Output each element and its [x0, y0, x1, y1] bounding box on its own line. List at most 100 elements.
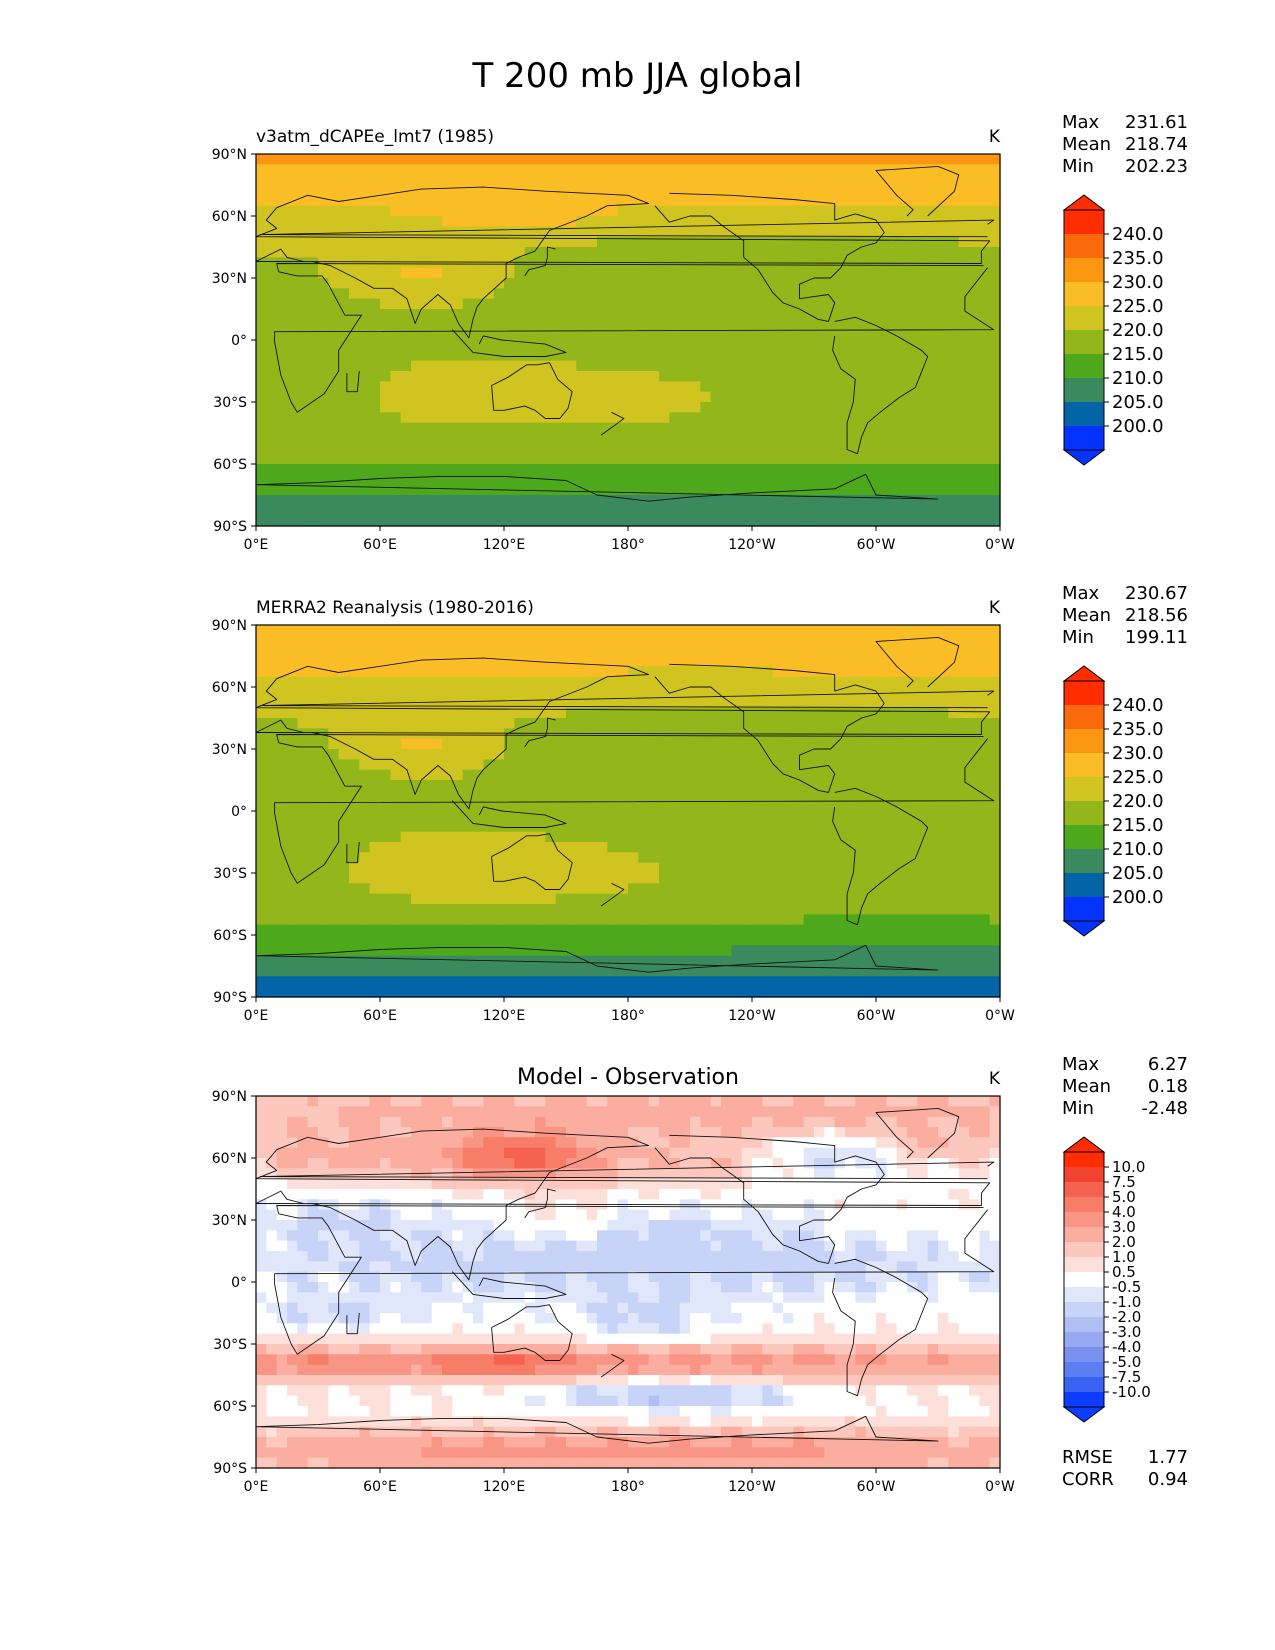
field-cell: [752, 780, 763, 791]
field-cell: [793, 412, 805, 424]
field-cell: [411, 195, 422, 207]
field-cell: [865, 718, 877, 729]
field-cell: [669, 360, 681, 372]
field-cell: [855, 852, 867, 864]
field-cell: [690, 666, 701, 678]
field-cell: [287, 666, 298, 678]
field-cell: [752, 862, 763, 874]
field-cell: [876, 453, 887, 465]
field-cell: [617, 862, 629, 874]
field-cell: [597, 340, 608, 351]
field-cell: [359, 329, 371, 341]
field-cell: [359, 247, 371, 258]
field-cell: [845, 749, 856, 760]
field-cell: [452, 645, 464, 657]
field-cell: [958, 371, 970, 382]
field-cell: [896, 484, 908, 496]
field-cell: [896, 821, 908, 833]
field-cell: [566, 195, 577, 207]
field-cell: [514, 738, 526, 750]
field-cell: [917, 464, 929, 475]
field-cell: [762, 924, 774, 936]
field-cell: [452, 707, 464, 719]
field-cell: [266, 174, 278, 186]
field-cell: [462, 842, 474, 853]
field-cell: [607, 453, 619, 465]
field-cell: [442, 247, 453, 258]
field-cell: [721, 831, 732, 843]
field-cell: [617, 443, 629, 455]
field-cell: [586, 453, 598, 465]
field-cell: [628, 371, 639, 382]
field-cell: [824, 350, 836, 362]
field-cell: [762, 515, 774, 527]
field-cell: [721, 842, 732, 853]
field-cell: [690, 625, 701, 636]
field-cell: [938, 443, 949, 455]
field-cell: [307, 883, 319, 895]
colorbar-tick-label: 220.0: [1112, 320, 1164, 341]
field-cell: [390, 185, 402, 196]
field-cell: [586, 800, 598, 812]
field-cell: [948, 800, 960, 812]
field-cell: [679, 862, 691, 874]
field-cell: [349, 319, 360, 331]
field-cell: [338, 340, 350, 351]
field-cell: [504, 666, 515, 678]
field-cell: [338, 226, 350, 238]
field-cell: [473, 635, 484, 647]
field-cell: [349, 873, 360, 884]
field-cell: [359, 174, 371, 186]
field-cell: [535, 443, 546, 455]
field-cell: [648, 453, 660, 465]
field-cell: [349, 687, 360, 698]
field-cell: [969, 862, 980, 874]
field-cell: [545, 842, 557, 853]
field-cell: [483, 924, 495, 936]
field-cell: [369, 955, 381, 967]
field-cell: [721, 484, 732, 496]
field-cell: [380, 687, 391, 698]
field-cell: [307, 360, 319, 372]
field-cell: [679, 666, 691, 678]
field-cell: [969, 842, 980, 853]
field-cell: [328, 945, 340, 957]
field-cell: [328, 924, 340, 936]
field-cell: [907, 236, 918, 248]
field-cell: [814, 278, 825, 289]
field-cell: [359, 811, 371, 822]
field-cell: [679, 381, 691, 393]
field-cell: [876, 174, 887, 186]
field-cell: [783, 625, 794, 636]
field-cell: [845, 625, 856, 636]
field-cell: [307, 195, 319, 207]
field-cell: [287, 738, 298, 750]
field-cell: [514, 707, 526, 719]
field-cell: [452, 278, 464, 289]
field-cell: [431, 360, 443, 372]
field-cell: [555, 360, 567, 372]
field-cell: [803, 205, 815, 217]
field-cell: [359, 350, 371, 362]
field-cell: [710, 645, 722, 657]
field-cell: [318, 298, 329, 310]
field-cell: [628, 645, 639, 657]
field-cell: [566, 904, 577, 915]
field-cell: [452, 433, 464, 444]
field-cell: [762, 422, 774, 434]
field-cell: [628, 402, 639, 413]
field-cell: [390, 195, 402, 207]
field-cell: [287, 769, 298, 781]
lon-tick-label: 180°: [611, 537, 645, 553]
field-cell: [731, 914, 743, 926]
field-cell: [535, 718, 546, 729]
field-cell: [390, 759, 402, 771]
field-cell: [886, 728, 898, 740]
field-cell: [545, 402, 557, 413]
field-cell: [824, 474, 836, 486]
field-cell: [710, 309, 722, 320]
field-cell: [328, 443, 340, 455]
field-cell: [669, 205, 681, 217]
field-cell: [958, 216, 970, 227]
field-cell: [493, 842, 505, 853]
